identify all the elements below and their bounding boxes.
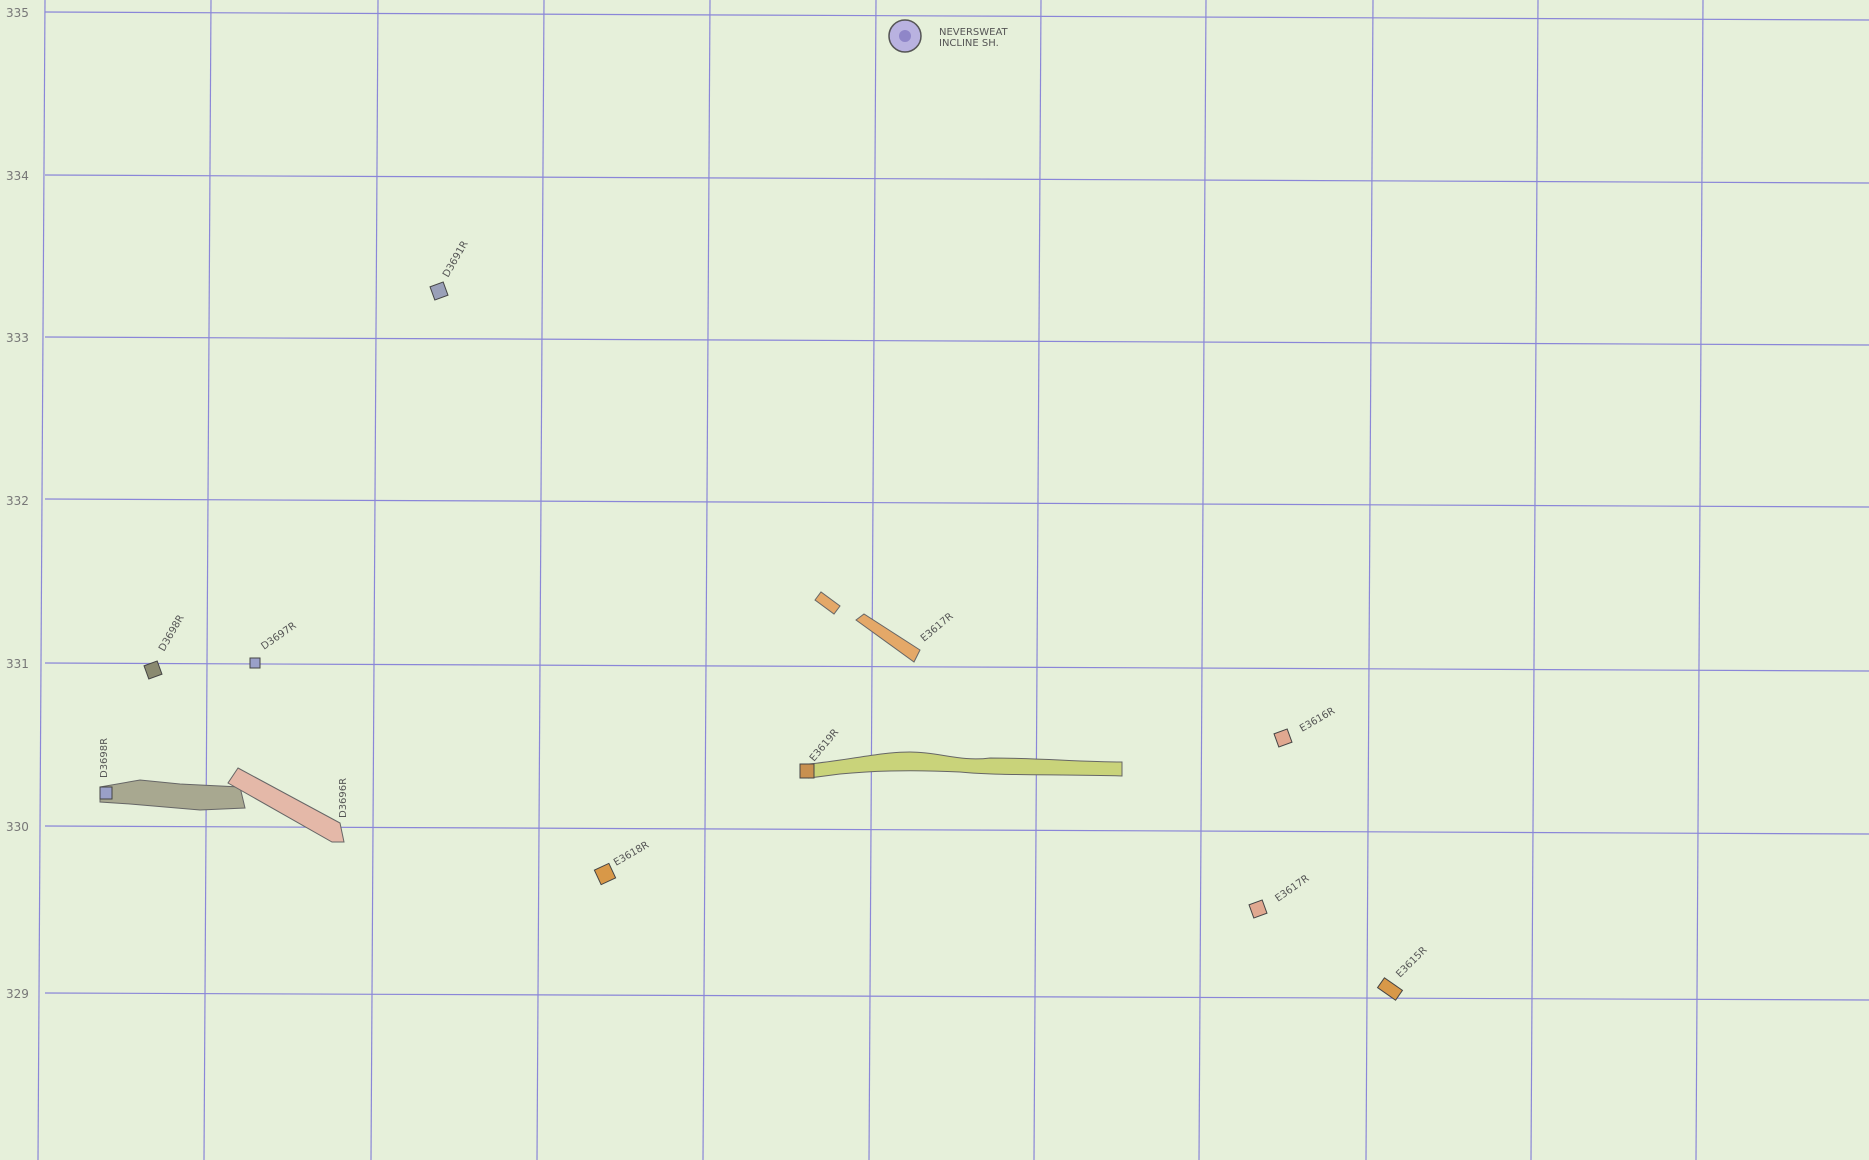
row-label: 330 [6,820,29,834]
row-label: 333 [6,331,29,345]
shaft-subname: INCLINE SH. [939,38,999,49]
drill-hole [800,764,814,778]
hole-label: D3698R [99,738,110,778]
hole-label: D3696R [338,778,349,818]
row-label: 335 [6,6,29,20]
shaft-symbol [899,30,911,42]
paper [0,0,1869,1160]
row-label: 331 [6,657,29,671]
mine-plan: 335 334 333 332 331 330 329 NEVERSWEAT I… [0,0,1869,1160]
row-label: 329 [6,987,29,1001]
drill-hole [100,787,112,799]
drill-hole [250,658,260,668]
row-label: 334 [6,169,29,183]
row-label: 332 [6,494,29,508]
shaft-name: NEVERSWEAT [939,27,1009,38]
